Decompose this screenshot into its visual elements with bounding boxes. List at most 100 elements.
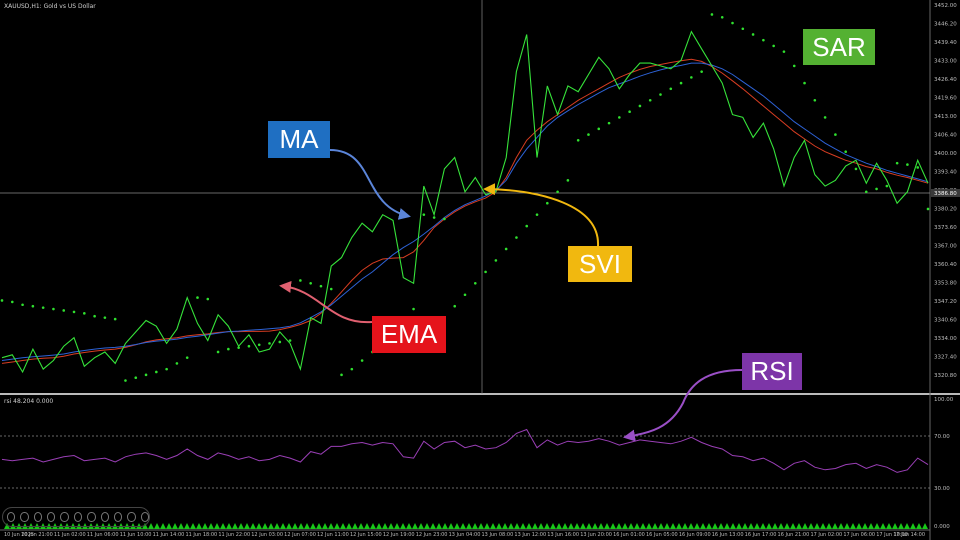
signal-marker xyxy=(634,523,640,529)
sar-dot xyxy=(515,236,518,239)
signal-marker xyxy=(436,523,442,529)
sar-dot xyxy=(731,21,734,25)
smile-icon[interactable] xyxy=(127,512,136,522)
sar-dot xyxy=(546,201,549,205)
sar-dot xyxy=(484,270,487,274)
sar-dot xyxy=(782,50,786,53)
sar-dot xyxy=(319,284,323,288)
signal-marker xyxy=(880,523,886,529)
signal-marker xyxy=(574,523,580,529)
sar-dot xyxy=(803,81,806,85)
signal-marker xyxy=(370,523,376,529)
signal-marker xyxy=(496,523,502,529)
sar-dot xyxy=(10,300,14,304)
drawing-toolbar[interactable] xyxy=(2,507,150,527)
signal-marker xyxy=(868,523,874,529)
time-tick-label: 13 Jun 16:00 xyxy=(547,532,579,538)
signal-marker xyxy=(292,523,298,529)
box-icon[interactable] xyxy=(87,512,96,522)
signal-marker xyxy=(586,523,592,529)
signal-marker xyxy=(748,523,754,529)
chart-title: XAUUSD,H1: Gold vs US Dollar xyxy=(4,3,96,10)
flag-icon[interactable] xyxy=(73,512,83,522)
svi-label: SVI xyxy=(568,246,632,282)
crop-icon[interactable] xyxy=(60,512,69,522)
sar-dot xyxy=(31,304,35,308)
time-tick-label: 13 Jun 04:00 xyxy=(449,532,481,538)
signal-marker xyxy=(514,523,520,529)
signal-marker xyxy=(874,523,880,529)
play-icon[interactable] xyxy=(20,512,29,522)
signal-marker xyxy=(214,523,220,529)
sar-dot xyxy=(607,121,611,125)
signal-marker xyxy=(568,523,574,529)
time-tick-label: 16 Jun 13:00 xyxy=(712,532,744,538)
signal-marker xyxy=(322,523,328,529)
signal-marker xyxy=(892,523,898,529)
sar-dot xyxy=(237,346,240,349)
sar-dot xyxy=(823,116,827,119)
signal-marker xyxy=(160,523,166,529)
signal-marker xyxy=(640,523,646,529)
signal-marker xyxy=(538,523,544,529)
sar-dot xyxy=(216,350,220,354)
signal-marker xyxy=(676,523,682,529)
sar-dot xyxy=(41,306,45,309)
time-tick-label: 16 Jun 05:00 xyxy=(646,532,678,538)
sar-dot xyxy=(638,104,642,108)
price-tick-label: 3413.00 xyxy=(934,114,957,120)
signal-marker xyxy=(304,523,310,529)
signal-marker xyxy=(238,523,244,529)
signal-marker xyxy=(394,523,400,529)
signal-marker xyxy=(736,523,742,529)
sar-dot xyxy=(124,379,127,382)
sar-dot xyxy=(329,287,333,291)
sar-dot xyxy=(772,44,775,48)
signal-marker xyxy=(232,523,238,529)
time-tick-label: 12 Jun 03:00 xyxy=(251,532,283,538)
sar-dot xyxy=(360,359,364,362)
forward-icon[interactable] xyxy=(33,512,43,522)
sar-dot xyxy=(751,33,755,36)
time-tick-label: 17 Jun 06:00 xyxy=(843,532,875,538)
sar-dot xyxy=(813,98,817,102)
sar-dot xyxy=(134,376,138,379)
signal-marker xyxy=(754,523,760,529)
sar-dot xyxy=(895,161,899,165)
signal-marker xyxy=(298,523,304,529)
signal-marker xyxy=(280,523,286,529)
sar-dot xyxy=(340,373,343,377)
sar-dot xyxy=(412,307,415,311)
sar-dot xyxy=(690,76,693,79)
signal-marker xyxy=(310,523,316,529)
ma-line xyxy=(1,62,929,361)
rotate-icon[interactable] xyxy=(100,512,109,522)
signal-marker xyxy=(550,523,556,529)
signal-marker xyxy=(532,523,538,529)
back-icon[interactable] xyxy=(7,512,16,522)
price-tick-label: 3327.40 xyxy=(934,355,957,361)
price-tick-label: 3406.40 xyxy=(934,133,957,139)
annotation-arrows xyxy=(279,149,743,442)
signal-marker xyxy=(916,523,922,529)
signal-marker xyxy=(358,523,364,529)
expand-icon[interactable] xyxy=(140,512,149,522)
sar-dot xyxy=(587,133,590,136)
time-tick-label: 13 Jun 08:00 xyxy=(482,532,514,538)
signal-marker xyxy=(682,523,688,529)
sar-dot xyxy=(628,110,631,113)
signal-marker xyxy=(274,523,280,529)
sar-dot xyxy=(93,314,96,318)
signal-marker xyxy=(562,523,568,529)
signal-marker xyxy=(166,523,172,529)
more-icon[interactable] xyxy=(113,512,123,522)
pencil-icon[interactable] xyxy=(47,512,56,522)
signal-marker xyxy=(814,523,820,529)
sar-dot xyxy=(834,133,837,136)
signal-marker xyxy=(922,523,928,529)
sar-dot xyxy=(52,307,55,311)
sar-dot xyxy=(257,343,261,347)
signal-marker xyxy=(520,523,526,529)
signal-marker xyxy=(862,523,868,529)
